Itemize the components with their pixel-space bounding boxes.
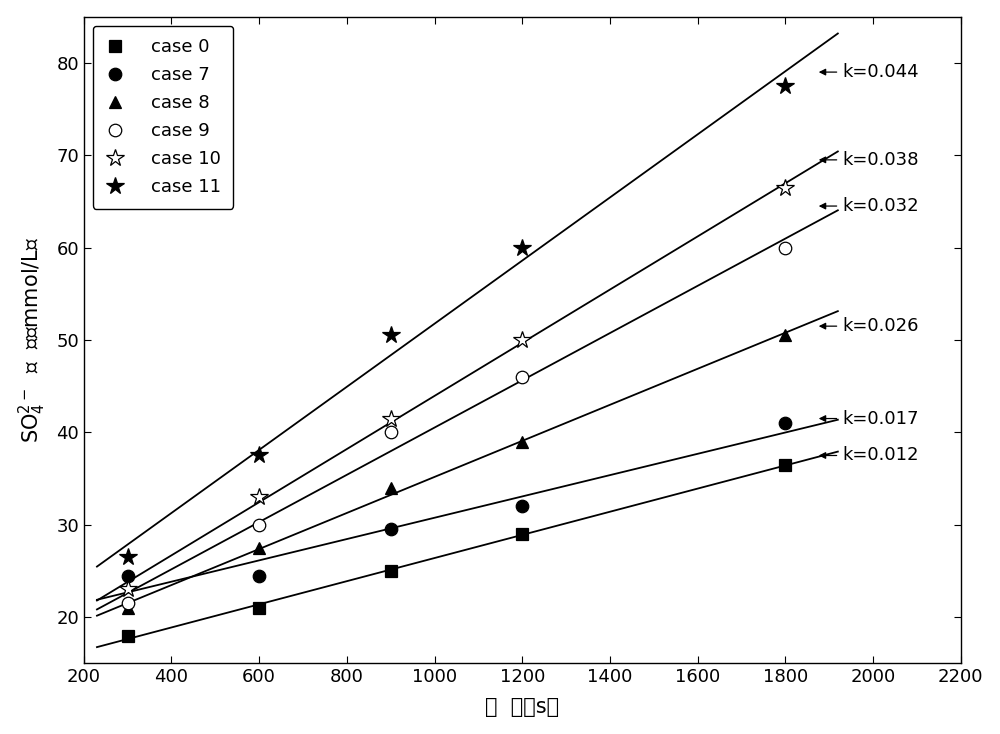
X-axis label: 时  间（s）: 时 间（s） [485,697,559,717]
Text: k=0.032: k=0.032 [820,197,919,215]
Text: k=0.012: k=0.012 [820,446,919,465]
Text: k=0.026: k=0.026 [820,317,919,335]
Text: k=0.044: k=0.044 [820,63,919,81]
Text: k=0.038: k=0.038 [820,151,919,169]
Legend: case 0, case 7, case 8, case 9, case 10, case 11: case 0, case 7, case 8, case 9, case 10,… [93,26,233,208]
Y-axis label: $\mathregular{SO_4^{2-}}$  浓  度（mmol/L）: $\mathregular{SO_4^{2-}}$ 浓 度（mmol/L） [17,237,48,443]
Text: k=0.017: k=0.017 [820,410,919,427]
